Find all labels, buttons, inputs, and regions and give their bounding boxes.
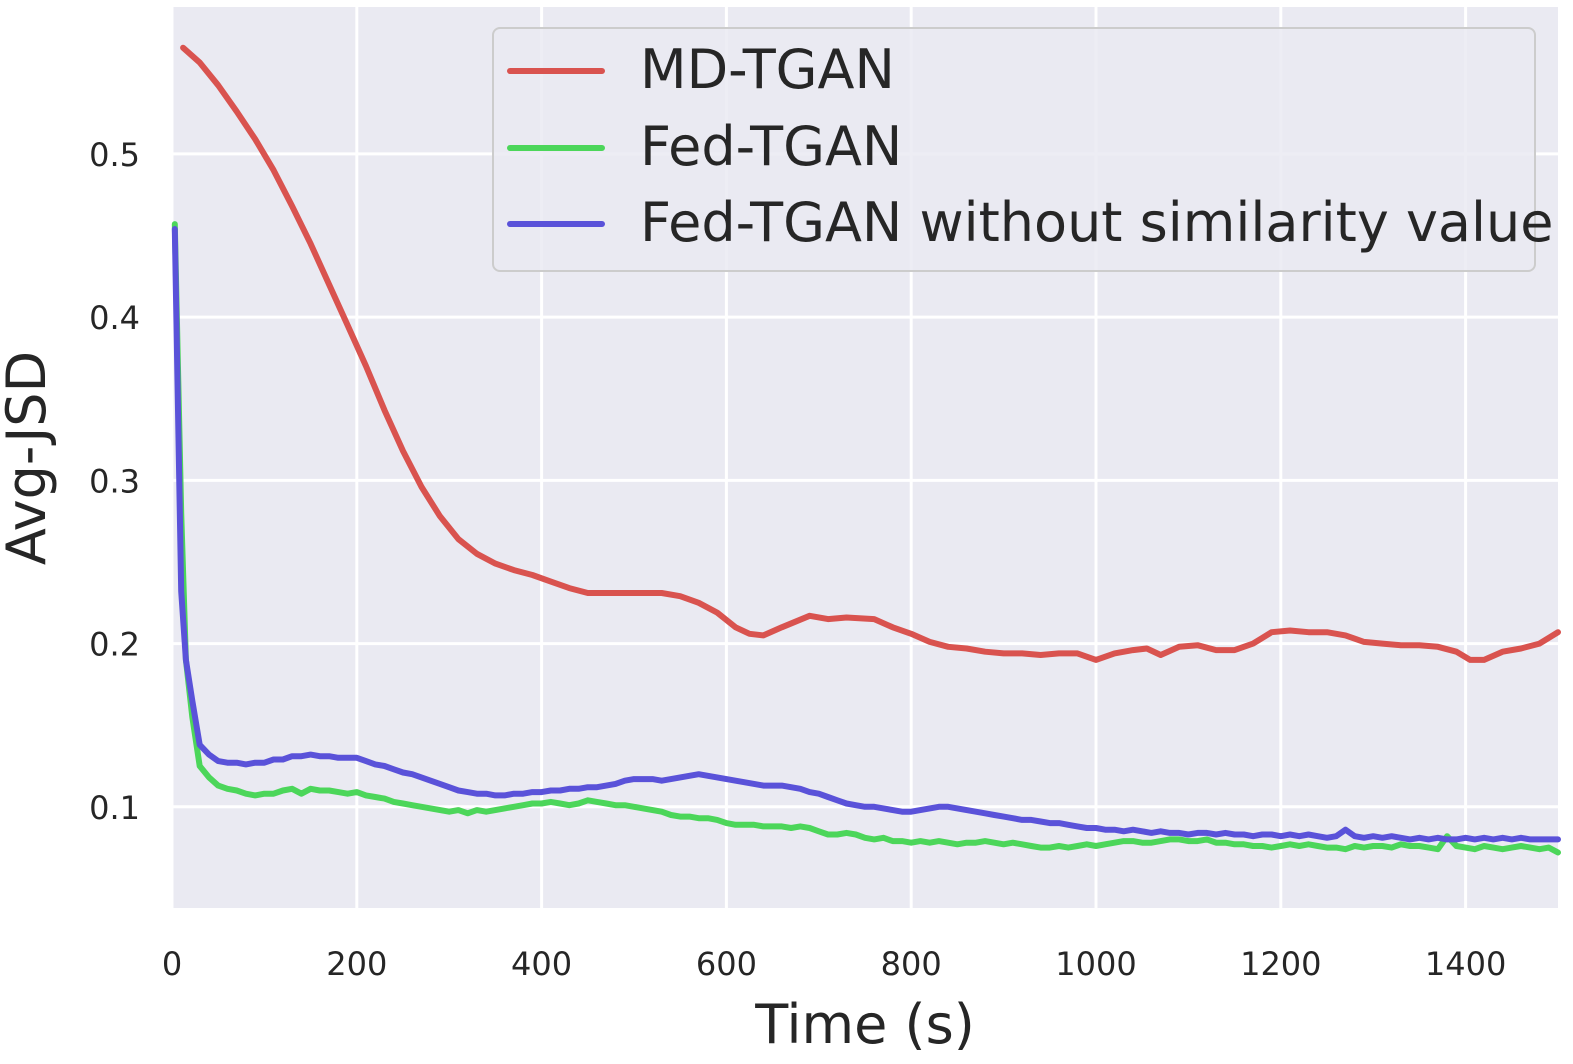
- y-tick-label: 0.1: [89, 789, 140, 827]
- x-tick-label: 1200: [1240, 945, 1321, 983]
- x-tick-label: 1000: [1055, 945, 1136, 983]
- y-axis-title: Avg-JSD: [0, 351, 58, 565]
- series-lines: [171, 44, 1561, 856]
- y-tick-label: 0.4: [89, 299, 140, 337]
- x-tick-label: 600: [696, 945, 757, 983]
- series-line-md-tgan: [180, 44, 1561, 663]
- y-tick-label: 0.2: [89, 626, 140, 664]
- legend-box: [492, 27, 1536, 272]
- x-tick-labels: 0 200 400 600 800 1000 1200 1400: [162, 945, 1506, 983]
- x-tick-label: 200: [326, 945, 387, 983]
- series-line-fed-tgan-no-sim: [171, 226, 1561, 843]
- x-tick-label: 0: [162, 945, 182, 983]
- y-tick-label: 0.5: [89, 136, 140, 174]
- x-tick-label: 1400: [1425, 945, 1506, 983]
- y-tick-label: 0.3: [89, 462, 140, 500]
- series-line-fed-tgan: [171, 221, 1561, 856]
- y-tick-labels: 0.1 0.2 0.3 0.4 0.5: [89, 136, 140, 827]
- legend-label-md-tgan: MD-TGAN: [640, 38, 895, 101]
- x-tick-label: 800: [881, 945, 942, 983]
- x-axis-title: Time (s): [754, 993, 975, 1056]
- legend-label-fed-tgan-no-sim: Fed-TGAN without similarity value: [640, 191, 1553, 254]
- x-tick-label: 400: [511, 945, 572, 983]
- legend-label-fed-tgan: Fed-TGAN: [640, 115, 902, 178]
- legend: MD-TGAN Fed-TGAN Fed-TGAN without simila…: [492, 27, 1553, 272]
